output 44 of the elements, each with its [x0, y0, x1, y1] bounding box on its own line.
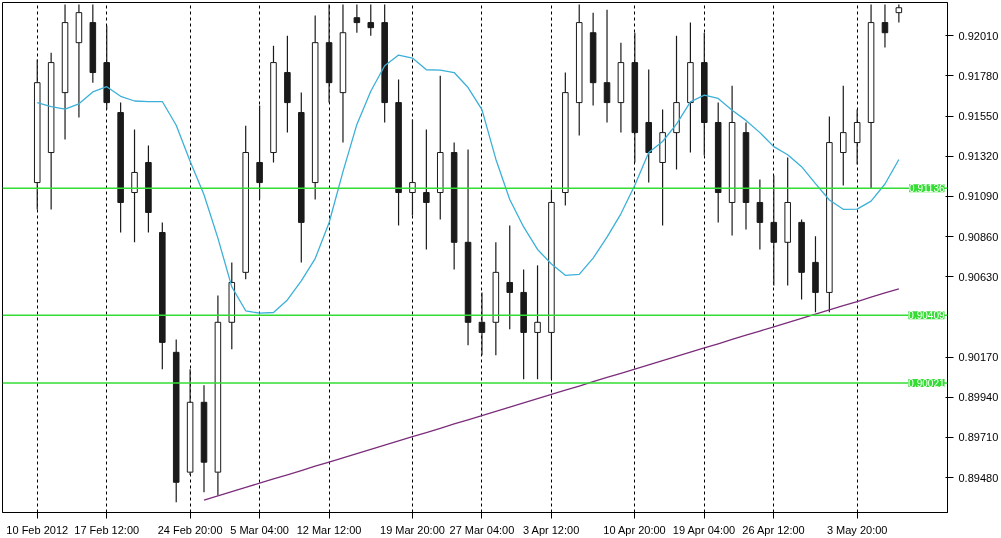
ref-line-label: 0.90021: [908, 378, 945, 390]
x-tick-label: 24 Feb 20:00: [157, 523, 223, 536]
y-tick-label: 0.91320: [958, 150, 999, 163]
line-series: [36, 54, 900, 314]
candlestick: [256, 104, 263, 201]
y-tick-label: 0.91550: [958, 110, 999, 123]
x-tick-label: 27 Mar 04:00: [449, 523, 515, 536]
candlestick: [770, 174, 778, 287]
x-tick-label: 26 Apr 12:00: [742, 523, 805, 536]
candlestick: [534, 264, 541, 380]
y-tick-label: 0.89480: [958, 471, 999, 484]
line-series: [203, 288, 900, 501]
candlestick: [853, 108, 861, 166]
candlestick: [506, 224, 514, 330]
y-tick-label: 0.89940: [958, 391, 999, 404]
x-tick-label: 10 Apr 20:00: [603, 523, 666, 536]
candlestick: [423, 128, 430, 251]
x-tick-label: 19 Mar 20:00: [380, 523, 445, 536]
y-tick-label: 0.90630: [958, 270, 999, 283]
x-tick-label: 19 Apr 04:00: [672, 523, 736, 536]
x-tick-label: 3 Apr 12:00: [523, 523, 580, 536]
candlestick: [603, 9, 611, 124]
y-tick-label: 0.89710: [958, 431, 999, 444]
x-tick-label: 10 Feb 2012: [6, 523, 69, 536]
x-tick-label: 3 May 20:00: [826, 523, 888, 536]
x-tick-label: 17 Feb 12:00: [74, 523, 140, 536]
x-tick-label: 12 Mar 12:00: [296, 523, 362, 536]
candlestick: [353, 3, 361, 34]
y-tick-label: 0.92010: [958, 29, 999, 42]
ref-line-label: 0.91136: [909, 183, 945, 195]
candlestick: [881, 3, 889, 49]
y-tick-label: 0.90860: [958, 230, 999, 243]
ref-line-label: 0.90409: [908, 310, 945, 322]
candlestick: [367, 3, 375, 37]
x-tick-label: 5 Mar 04:00: [230, 523, 289, 536]
candlestick: [839, 85, 847, 187]
candlestick: [409, 118, 416, 217]
candlestick: [478, 291, 486, 356]
y-tick-label: 0.91090: [958, 190, 999, 203]
candlestick: [895, 3, 903, 24]
y-tick-label: 0.90170: [958, 351, 999, 364]
candlestick: [756, 178, 764, 251]
y-tick-label: 0.91780: [958, 69, 999, 82]
candlestick: [131, 128, 138, 243]
